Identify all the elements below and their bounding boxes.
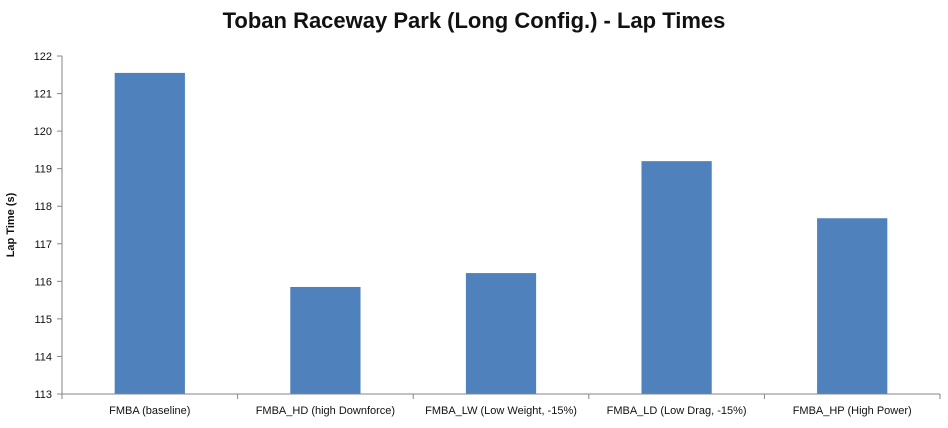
bar	[465, 273, 537, 394]
x-category-label: FMBA (baseline)	[109, 405, 190, 417]
y-tick-label: 113	[34, 389, 52, 401]
y-tick-label: 115	[34, 314, 52, 326]
y-axis: 113 114 115 116 117 118 119 120 121 122	[34, 51, 63, 401]
y-tick-label: 120	[34, 126, 52, 138]
x-category-label: FMBA_HD (high Downforce)	[256, 405, 395, 417]
bar	[114, 72, 185, 395]
y-tick-label: 118	[34, 201, 52, 213]
y-tick-label: 119	[34, 164, 52, 176]
bars	[114, 72, 888, 395]
y-tick-label: 121	[34, 89, 52, 101]
x-category-label: FMBA_LD (Low Drag, -15%)	[607, 405, 747, 417]
y-tick-label: 114	[34, 351, 52, 363]
y-axis-title: Lap Time (s)	[5, 192, 17, 257]
x-category-label: FMBA_LW (Low Weight, -15%)	[425, 405, 577, 417]
bar	[817, 218, 888, 394]
bar	[290, 286, 361, 394]
y-tick-label: 122	[34, 51, 52, 63]
y-tick-label: 117	[34, 239, 52, 251]
chart-title: Toban Raceway Park (Long Config.) - Lap …	[222, 8, 726, 33]
bar	[641, 161, 712, 394]
y-tick-label: 116	[34, 276, 52, 288]
x-axis: FMBA (baseline) FMBA_HD (high Downforce) F…	[61, 393, 941, 417]
x-category-label: FMBA_HP (High Power)	[793, 405, 912, 417]
